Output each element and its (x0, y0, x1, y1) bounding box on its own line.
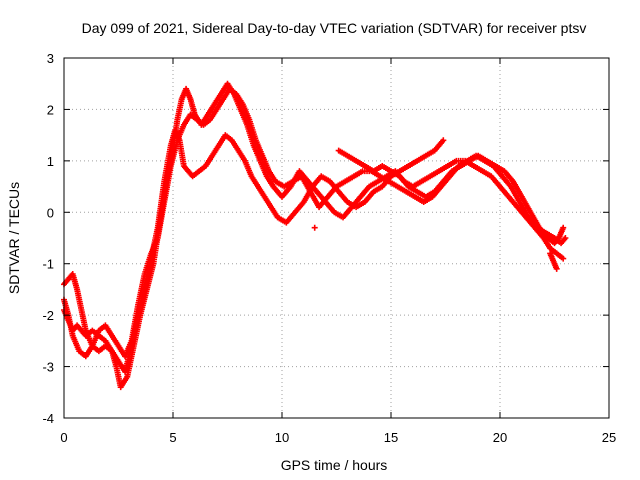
data-point (311, 224, 318, 231)
data-point (553, 265, 560, 272)
x-tick-label: 15 (384, 430, 398, 445)
x-tick-label: 0 (60, 430, 67, 445)
data-point (560, 255, 567, 262)
y-tick-label: -3 (42, 360, 54, 375)
plot-frame (63, 57, 610, 419)
series-track-1 (61, 127, 447, 375)
y-tick-label: 2 (47, 102, 54, 117)
y-axis-title: SDTVAR / TECUs (6, 182, 22, 294)
data-point (440, 137, 447, 144)
y-tick-label: -2 (42, 308, 54, 323)
series-track-3 (61, 85, 569, 360)
y-tick-label: -4 (42, 411, 54, 426)
x-tick-label: 20 (493, 430, 507, 445)
series-track-5 (547, 250, 560, 272)
axis-ticks: 0 5 10 15 20 25 -4 -3 -2 -1 0 1 2 3 (42, 51, 616, 445)
chart-title: Day 099 of 2021, Sidereal Day-to-day VTE… (82, 20, 587, 36)
data-point (562, 235, 569, 241)
x-tick-label: 10 (275, 430, 289, 445)
x-tick-label: 5 (169, 430, 176, 445)
series-track-2 (61, 80, 567, 391)
series-track-6 (311, 224, 318, 231)
y-tick-label: 3 (47, 51, 54, 66)
x-tick-label: 25 (602, 430, 616, 445)
y-tick-label: 0 (47, 205, 54, 220)
y-tick-label: 1 (47, 154, 54, 169)
data-point (560, 224, 567, 231)
x-axis-title: GPS time / hours (281, 457, 388, 473)
y-tick-label: -1 (42, 257, 54, 272)
data-points (61, 80, 569, 391)
series-track-4 (335, 147, 567, 247)
grid-lines (64, 58, 609, 418)
